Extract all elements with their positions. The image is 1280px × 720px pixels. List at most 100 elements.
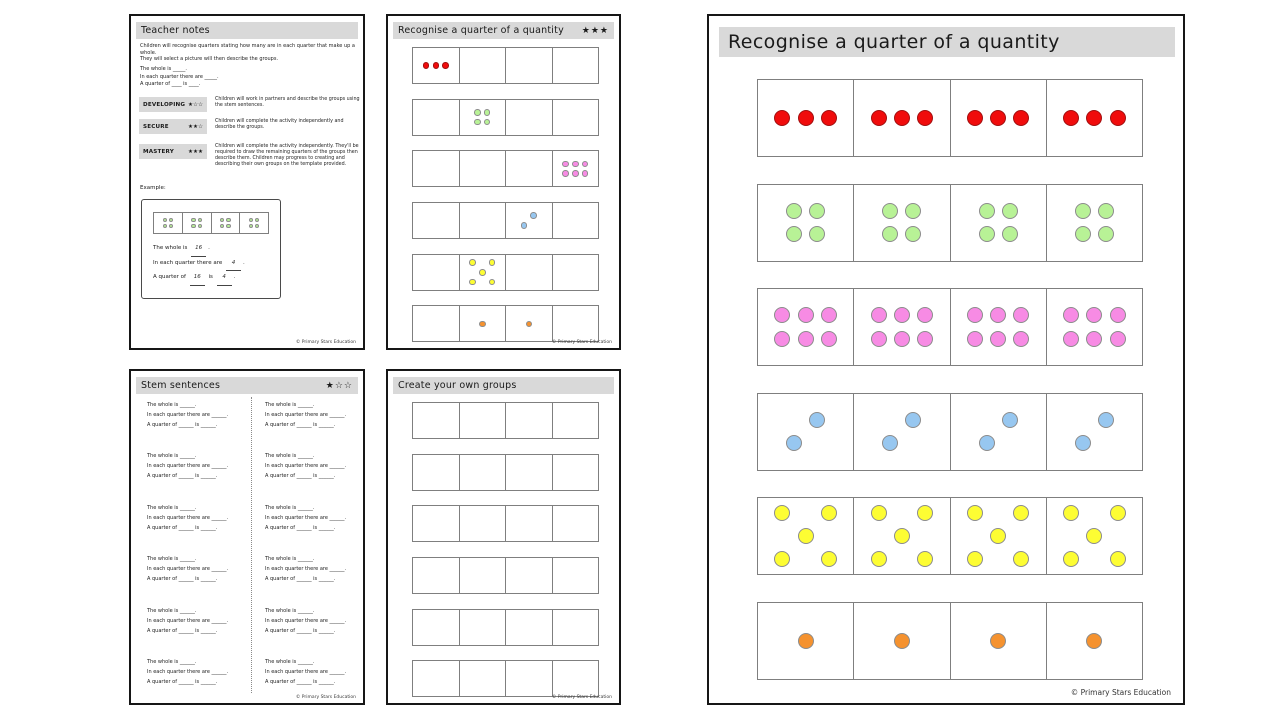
sentence-text: .: [208, 245, 210, 251]
green-dot: [248, 224, 254, 229]
example-sentence: In each quarter there are 4.: [153, 257, 245, 271]
dot-row: [782, 199, 828, 222]
star-rating-icon: ★★★: [187, 148, 203, 155]
pink-dot: [1013, 307, 1030, 324]
pink-dot: [870, 330, 887, 347]
quarter-cell: [853, 602, 949, 679]
stem-sentence-line: In each quarter there are ______.: [147, 668, 229, 675]
quarter-cell: [853, 393, 949, 470]
dot-row: [219, 223, 231, 229]
pink-dot: [990, 330, 1007, 347]
green-dot: [786, 226, 803, 243]
dot-group-green: [473, 108, 492, 127]
quarter-cell: [505, 151, 552, 187]
green-dot: [978, 226, 995, 243]
yellow-dot: [488, 278, 496, 286]
quarter-cell: [758, 498, 853, 574]
green-dot: [905, 202, 922, 219]
quarters-strip: [412, 402, 599, 439]
stem-sentence-line: The whole is _____.: [140, 66, 187, 72]
quarters-strip: [412, 202, 599, 240]
level-badge: DEVELOPING ★☆☆: [139, 97, 207, 112]
quarter-cell: [413, 306, 459, 341]
dot-group-orange: [987, 629, 1010, 652]
dot-group-yellow: [468, 258, 497, 287]
dot-row: [1060, 327, 1130, 350]
dot-row: [782, 408, 828, 431]
quarter-cell: [413, 506, 459, 541]
dot-group-red: [1060, 106, 1130, 129]
quarter-cell: [505, 558, 552, 594]
stem-sentence-line: A quarter of ______ is ______.: [147, 524, 218, 531]
dot-group-pink: [1060, 304, 1130, 350]
dot-row: [867, 327, 937, 350]
pink-dot: [1109, 330, 1126, 347]
pink-dot: [917, 330, 934, 347]
dot-row: [879, 199, 925, 222]
quarter-cell: [458, 48, 506, 83]
dot-row: [219, 217, 231, 223]
stem-sentence-line: In each quarter there are ______.: [265, 566, 347, 573]
yellow-dot: [870, 551, 887, 568]
star-rating-icon: ★★★: [581, 25, 609, 36]
dot-group-blue: [782, 408, 828, 454]
blue-dot: [978, 435, 995, 452]
stem-sentence-line: A quarter of ______ is ______.: [147, 473, 218, 480]
blue-dot: [1097, 411, 1114, 428]
quarter-cell: [551, 254, 599, 290]
pink-dot: [774, 330, 791, 347]
dot-row: [963, 501, 1033, 524]
yellow-dot: [966, 504, 983, 521]
handwritten-answer: 4: [216, 271, 232, 286]
level-description: Children will complete the activity inde…: [215, 119, 344, 130]
pink-dot: [870, 307, 887, 324]
copyright-text: © Primary Stars Education: [551, 695, 612, 700]
quarter-cell: [1045, 498, 1142, 574]
stem-sentence-line: In each quarter there are ______.: [147, 463, 229, 470]
blue-dot: [520, 222, 528, 229]
page-header: Create your own groups: [393, 377, 614, 394]
blue-dot: [809, 411, 826, 428]
stem-sentence-line: In each quarter there are ______.: [265, 514, 347, 521]
green-dot: [882, 226, 899, 243]
stem-sentence-line: A quarter of ______ is ______.: [147, 576, 218, 583]
green-dot: [1097, 202, 1114, 219]
pink-dot: [917, 307, 934, 324]
green-dot: [168, 224, 174, 229]
blue-dot: [882, 435, 899, 452]
red-dot: [1063, 110, 1080, 126]
quarters-strip: [412, 47, 599, 84]
green-dot: [474, 118, 481, 126]
blue-dot: [786, 435, 803, 452]
handwritten-answer: 4: [225, 257, 241, 271]
dot-row: [190, 223, 202, 229]
quarter-cell: [551, 609, 599, 645]
dot-row: [468, 277, 497, 287]
quarters-strip: [412, 305, 599, 343]
quarter-cell: [239, 213, 268, 233]
dot-row: [162, 217, 174, 223]
dot-row: [879, 408, 925, 431]
quarter-cell: [458, 403, 506, 438]
red-dot: [1013, 110, 1030, 126]
quarter-cell: [551, 506, 599, 542]
blue-dot: [530, 212, 537, 219]
quarter-cell: [505, 403, 552, 438]
sentence-text: In each quarter there are: [153, 259, 224, 266]
quarter-cell: [505, 454, 552, 490]
page-create-your-own-groups: Create your own groups © Primary Stars E…: [386, 369, 621, 705]
dot-row: [1071, 223, 1117, 246]
page-title: Teacher notes: [141, 25, 210, 36]
pink-dot: [893, 330, 910, 347]
quarter-cell: [458, 203, 506, 239]
stem-sentence-block: The whole is ______. In each quarter ther…: [147, 554, 255, 584]
stem-sentence-line: In each quarter there are ______.: [147, 566, 229, 573]
level-mastery: MASTERY ★★★ Children will complete the a…: [139, 144, 365, 168]
dot-row: [867, 501, 937, 524]
yellow-dot: [1109, 504, 1126, 521]
quarter-cell: [505, 306, 552, 342]
pink-dot: [797, 307, 814, 324]
red-dot: [1109, 110, 1126, 126]
dot-row: [771, 524, 841, 547]
handwritten-answer: 16: [189, 271, 205, 286]
